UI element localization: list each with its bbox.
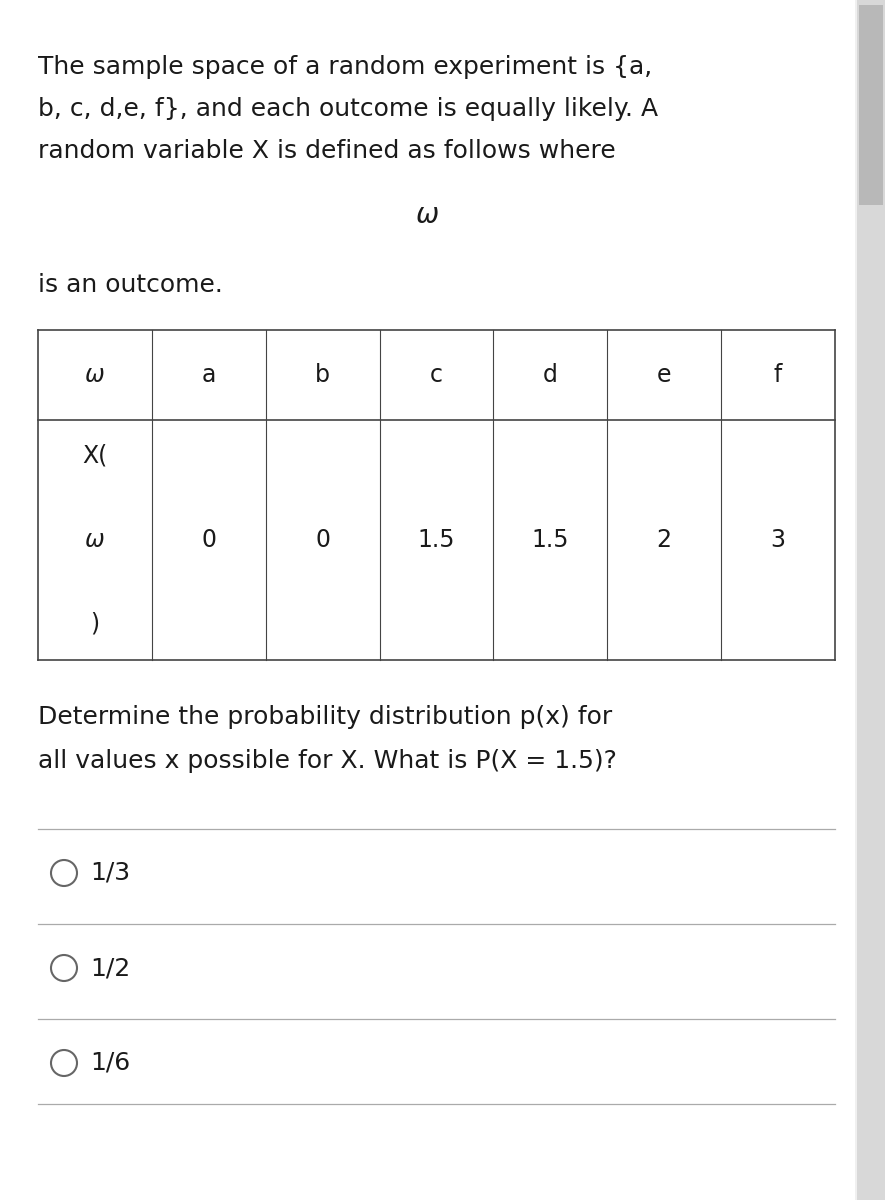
Text: 1/2: 1/2 (90, 956, 130, 980)
Bar (857, 0, 885, 1200)
Text: 2: 2 (657, 528, 672, 552)
Text: b: b (315, 362, 330, 386)
Text: ): ) (90, 612, 99, 636)
Text: ω: ω (85, 528, 104, 552)
Text: 1/3: 1/3 (90, 862, 130, 886)
Text: X(: X( (82, 444, 108, 468)
Text: 1/6: 1/6 (90, 1051, 130, 1075)
Text: 0: 0 (315, 528, 330, 552)
Text: b, c, d,e, f}, and each outcome is equally likely. A: b, c, d,e, f}, and each outcome is equal… (38, 97, 658, 121)
Text: 1.5: 1.5 (532, 528, 569, 552)
Text: 3: 3 (771, 528, 786, 552)
Bar (859, 5, 883, 205)
Text: is an outcome.: is an outcome. (38, 272, 223, 296)
Text: c: c (430, 362, 443, 386)
Text: ω: ω (85, 362, 104, 386)
Text: f: f (773, 362, 782, 386)
Text: ω: ω (415, 200, 439, 229)
Text: d: d (543, 362, 558, 386)
Text: random variable X is defined as follows where: random variable X is defined as follows … (38, 139, 616, 163)
Text: all values x possible for X. What is P(X = 1.5)?: all values x possible for X. What is P(X… (38, 749, 617, 773)
Text: Determine the probability distribution p(x) for: Determine the probability distribution p… (38, 704, 612, 728)
Text: The sample space of a random experiment is {a,: The sample space of a random experiment … (38, 55, 652, 79)
Text: 1.5: 1.5 (418, 528, 455, 552)
Text: a: a (202, 362, 216, 386)
Text: e: e (657, 362, 672, 386)
Text: 0: 0 (201, 528, 216, 552)
